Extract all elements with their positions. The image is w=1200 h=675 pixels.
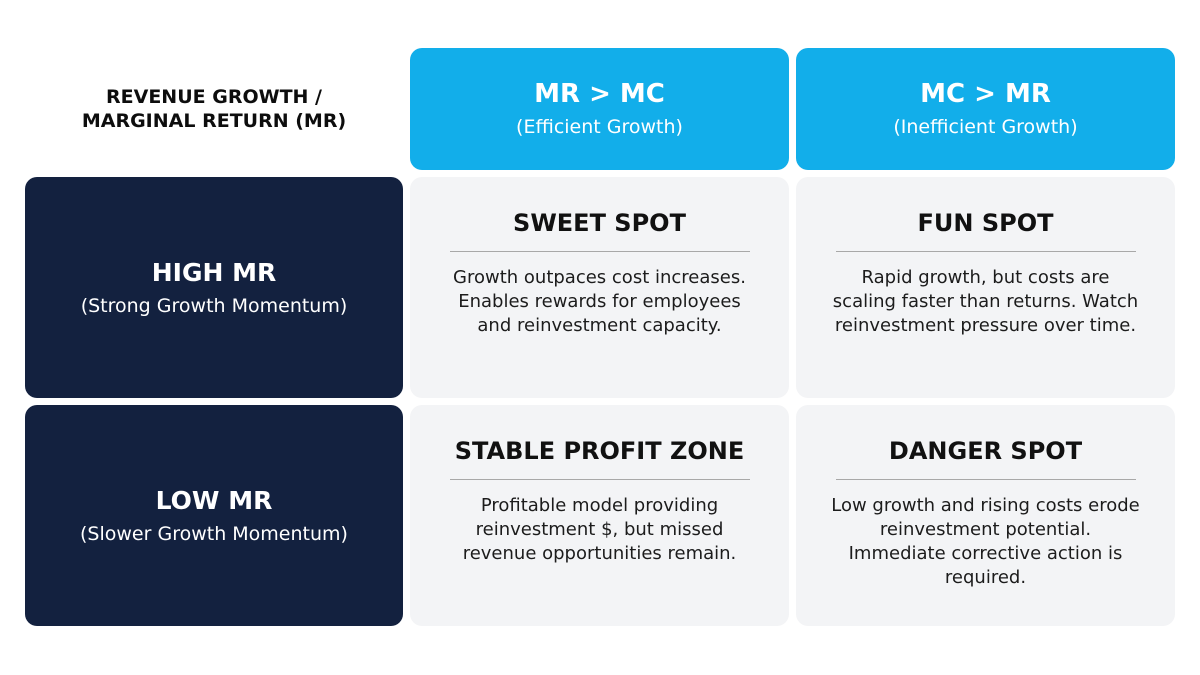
- row-header-title: LOW MR: [155, 485, 273, 515]
- quadrant-sweet-spot: SWEET SPOT Growth outpaces cost increase…: [410, 177, 789, 398]
- column-header-inefficient: MC > MR (Inefficient Growth): [796, 48, 1175, 170]
- column-header-title: MR > MC: [534, 79, 665, 109]
- row-header-title: HIGH MR: [151, 257, 277, 287]
- row-header-low-mr: LOW MR (Slower Growth Momentum): [25, 405, 403, 626]
- column-header-title: MC > MR: [920, 79, 1051, 109]
- quadrant-description: Low growth and rising costs erode reinve…: [831, 495, 1140, 588]
- quadrant-divider: [835, 479, 1136, 480]
- quadrant-title: DANGER SPOT: [888, 437, 1083, 465]
- quadrant-description: Growth outpaces cost increases. Enables …: [453, 267, 746, 336]
- row-header-high-mr: HIGH MR (Strong Growth Momentum): [25, 177, 403, 398]
- corner-label-line-1: REVENUE GROWTH /: [106, 86, 322, 108]
- column-header-subtitle: (Inefficient Growth): [893, 116, 1078, 138]
- quadrant-stable-profit-zone: STABLE PROFIT ZONE Profitable model prov…: [410, 405, 789, 626]
- column-header-subtitle: (Efficient Growth): [516, 116, 683, 138]
- quadrant-divider: [835, 251, 1136, 252]
- quadrant-title: SWEET SPOT: [513, 209, 686, 237]
- quadrant-fun-spot: FUN SPOT Rapid growth, but costs are sca…: [796, 177, 1175, 398]
- quadrant-title: STABLE PROFIT ZONE: [454, 437, 745, 465]
- corner-label-line-2: MARGINAL RETURN (MR): [81, 110, 347, 132]
- matrix-corner-label: REVENUE GROWTH / MARGINAL RETURN (MR): [25, 48, 403, 170]
- row-header-subtitle: (Strong Growth Momentum): [80, 294, 348, 317]
- quadrant-divider: [449, 251, 750, 252]
- quadrant-divider: [449, 479, 750, 480]
- quadrant-danger-spot: DANGER SPOT Low growth and rising costs …: [796, 405, 1175, 626]
- quadrant-title: FUN SPOT: [917, 209, 1054, 237]
- quadrant-description: Rapid growth, but costs are scaling fast…: [832, 267, 1139, 336]
- row-header-subtitle: (Slower Growth Momentum): [80, 522, 348, 545]
- column-header-efficient: MR > MC (Efficient Growth): [410, 48, 789, 170]
- quadrant-description: Profitable model providing reinvestment …: [462, 495, 737, 564]
